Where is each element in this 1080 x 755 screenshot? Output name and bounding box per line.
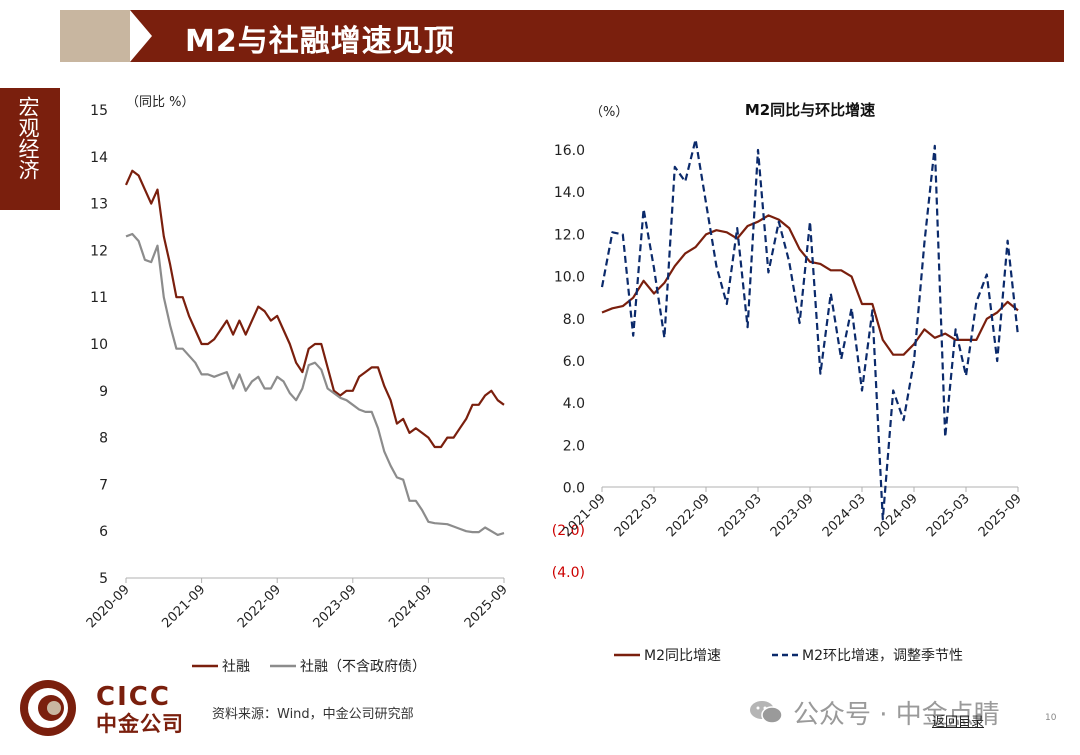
page-number: 10 [1045,713,1057,723]
chart1-y-axis-label: （同比 %） [126,95,195,110]
chart1-legend-label-1: 社融 [222,659,250,675]
cicc-logo-icon [20,680,76,736]
chart1-legend-label-2: 社融（不含政府债） [300,659,426,675]
chart1-x-tick-label: 2023-09 [311,582,360,631]
chart2-legend-label-2: M2环比增速，调整季节性 [802,648,963,664]
chart2-y-tick-label: 14.0 [554,185,585,201]
chart1-y-tick-label: 15 [90,103,108,119]
back-to-contents-link[interactable]: 返回目录 [932,715,985,730]
chart2-x-tick-label: 2024-09 [872,491,921,540]
chart1-y-tick-label: 5 [99,571,108,587]
page-title: M2与社融增速见顶 [185,24,455,59]
chart1-y-tick-label: 14 [90,150,108,166]
chart2-y-tick-label: (4.0) [552,565,585,581]
section-tab-label: 宏观经济 [16,96,40,180]
chart1-y-tick-label: 10 [90,337,108,353]
source-note: 资料来源：Wind，中金公司研究部 [212,707,414,722]
title-banner [130,10,1064,62]
chart1-y-tick-label: 6 [99,524,108,540]
chart2-x-tick-label: 2023-03 [716,491,765,540]
wechat-icon [750,701,783,724]
chart1-x-tick-label: 2024-09 [386,582,435,631]
brand-name-en: CICC [96,682,171,712]
chart2-y-tick-label: 2.0 [563,438,585,454]
chart2-y-tick-label: 10.0 [554,270,585,286]
chart2-y-tick-label: 0.0 [563,481,585,497]
banner-accent [60,10,140,62]
chart1-y-tick-label: 7 [99,477,108,493]
chart1-y-tick-label: 12 [90,243,108,259]
chart2-y-tick-label: 4.0 [563,396,585,412]
chart1-y-tick-label: 8 [99,431,108,447]
chart2-x-tick-label: 2024-03 [820,491,869,540]
chart2-y-tick-label: 16.0 [554,143,585,159]
section-tab[interactable] [0,88,60,210]
chart2-y-tick-label: 12.0 [554,227,585,243]
chart1-y-tick-label: 13 [90,197,108,213]
chart2-series-line-2 [600,138,1020,521]
chart2-y-tick-label: (2.0) [552,523,585,539]
chart2-y-axis-label: （%） [590,105,628,120]
chart1-series-line-1 [124,169,505,449]
chart2-x-tick-label: 2025-03 [924,491,973,540]
chart2-x-tick-label: 2022-09 [664,491,713,540]
chart2-x-tick-label: 2022-03 [612,491,661,540]
chart1-y-tick-label: 9 [99,384,108,400]
chart1-x-tick-label: 2021-09 [159,582,208,631]
chart1-series-line-2 [125,232,505,536]
chart1-x-tick-label: 2025-09 [462,582,511,631]
chart2-title: M2同比与环比增速 [745,101,875,119]
chart2-x-tick-label: 2023-09 [768,491,817,540]
chart2-legend-label-1: M2同比增速 [644,648,721,664]
chart1-x-tick-label: 2020-09 [84,582,133,631]
brand-name-cn: 中金公司 [96,712,184,736]
chart2-x-tick-label: 2025-09 [976,491,1025,540]
chart2-y-tick-label: 8.0 [563,312,585,328]
watermark: 公众号 · 中金点睛 [793,700,1000,730]
chart1-x-tick-label: 2022-09 [235,582,284,631]
chart2-series-line-1 [601,214,1019,356]
chart2-y-tick-label: 6.0 [563,354,585,370]
chart1-y-tick-label: 11 [90,290,108,306]
